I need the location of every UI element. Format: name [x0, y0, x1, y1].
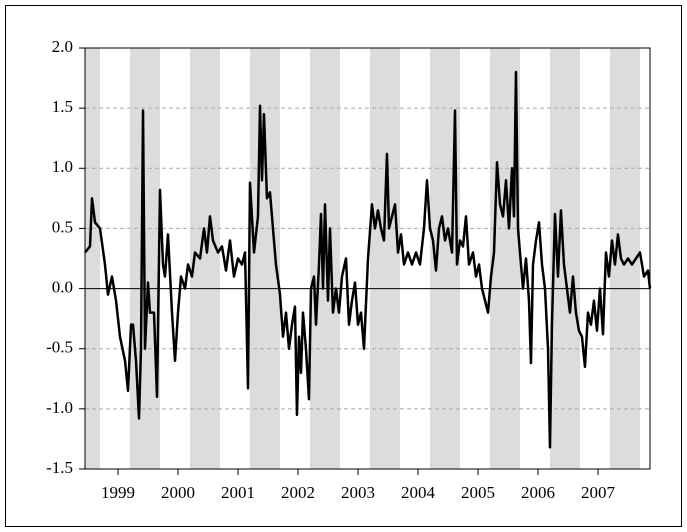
x-tick-label: 2001 — [221, 483, 255, 502]
x-tick-label: 1999 — [101, 483, 135, 502]
plot-border — [84, 47, 651, 470]
frame — [5, 5, 682, 527]
y-tick-label: 1.0 — [52, 157, 73, 176]
shaded-band — [85, 48, 100, 469]
y-tick-label: -1.0 — [46, 398, 73, 417]
x-tick-label: 2004 — [401, 483, 436, 502]
x-tick-label: 2007 — [581, 483, 616, 502]
x-tick-label: 2006 — [521, 483, 555, 502]
x-tick-label: 2000 — [161, 483, 195, 502]
x-tick-label: 2005 — [461, 483, 495, 502]
y-tick-label: 2.0 — [52, 37, 73, 56]
x-tick-label: 2003 — [341, 483, 375, 502]
shaded-band — [309, 48, 340, 469]
series-line — [84, 70, 652, 449]
y-tick-label: 0.5 — [52, 217, 73, 236]
shaded-band — [369, 48, 400, 469]
y-tick-label: 0.0 — [52, 277, 73, 296]
y-tick-label: -1.5 — [46, 458, 73, 477]
y-tick-label: 1.5 — [52, 97, 73, 116]
x-tick-label: 2002 — [281, 483, 315, 502]
y-tick-label: -0.5 — [46, 338, 73, 357]
